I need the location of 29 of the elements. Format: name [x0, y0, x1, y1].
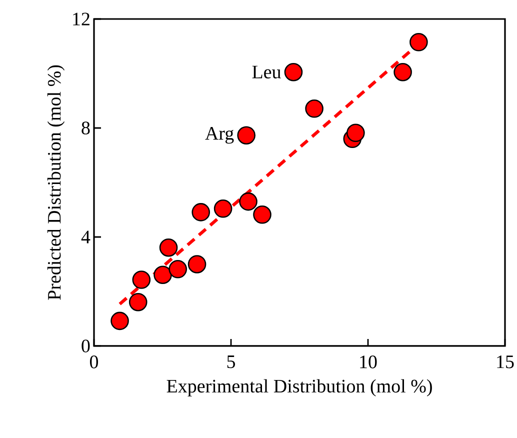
point [188, 255, 206, 274]
point [346, 124, 365, 142]
point [214, 200, 232, 218]
x-tick-label: 10 [360, 356, 377, 368]
annotation: Arg [205, 127, 234, 144]
x-tick-label: 15 [497, 356, 514, 368]
point [237, 126, 256, 144]
annotation: Leu [252, 66, 281, 78]
point [305, 99, 324, 118]
point [159, 238, 178, 257]
y-tick-label: 12 [73, 12, 90, 26]
point [132, 270, 151, 289]
point [168, 260, 187, 278]
x-tick-label: 0 [90, 356, 98, 368]
y-tick-label: 4 [81, 230, 90, 244]
point [110, 312, 129, 330]
point [253, 205, 272, 224]
point [284, 62, 303, 82]
point [154, 266, 172, 284]
point [394, 62, 412, 82]
y-axis-title: Predicted Distribution (mol %) [47, 65, 65, 300]
point [239, 192, 258, 211]
point [192, 203, 210, 222]
y-tick-label: 8 [82, 122, 90, 134]
x-axis-title: Experimental Distribution (mol %) [166, 379, 432, 396]
x-tick-label: 5 [227, 356, 236, 368]
point [128, 292, 148, 312]
point [410, 33, 428, 52]
y-tick-label: 0 [82, 340, 90, 352]
